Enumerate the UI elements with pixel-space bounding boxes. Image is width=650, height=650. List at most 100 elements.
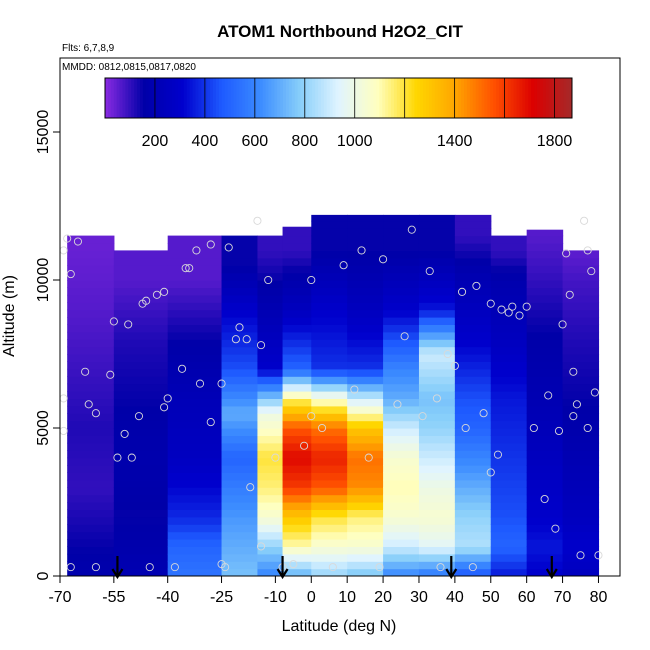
heatmap-cell	[257, 398, 284, 407]
colorbar-swatch	[142, 78, 147, 118]
heatmap-cell	[526, 309, 564, 318]
heatmap-cell	[67, 354, 115, 362]
heatmap-cell	[282, 450, 312, 459]
heatmap-cell	[113, 250, 169, 259]
heatmap-cell	[383, 346, 420, 355]
heatmap-cell	[490, 553, 528, 562]
colorbar-swatch	[361, 78, 366, 118]
heatmap-cell	[383, 457, 420, 466]
sample-point	[177, 364, 187, 373]
heatmap-cell	[282, 539, 312, 547]
heatmap-cell	[347, 524, 384, 533]
heatmap-cell	[221, 487, 259, 496]
heatmap-cell	[67, 391, 115, 399]
heatmap-cell	[383, 228, 420, 237]
colorbar-tick-label: 400	[192, 133, 219, 150]
colorbar-swatch	[391, 78, 395, 118]
heatmap-cell	[167, 502, 223, 510]
heatmap-cell	[383, 302, 420, 311]
heatmap-cell	[490, 287, 528, 296]
colorbar-swatch	[280, 78, 284, 118]
sample-point	[558, 320, 567, 329]
colorbar-swatch	[499, 78, 503, 118]
heatmap-cell	[347, 368, 384, 377]
colorbar-swatch	[212, 78, 217, 118]
heatmap-cell	[221, 524, 259, 533]
colorbar-swatch	[268, 78, 272, 118]
heatmap-cell	[257, 376, 284, 385]
heatmap-cell	[383, 494, 420, 503]
heatmap-cell	[67, 361, 115, 370]
colorbar: 200 400 600 800 1000 1400 1800	[104, 77, 573, 150]
heatmap-cell	[282, 294, 312, 303]
heatmap-cell	[311, 243, 348, 251]
heatmap-cell	[526, 413, 564, 422]
heatmap-cell	[454, 368, 492, 377]
heatmap-cell	[257, 257, 284, 266]
sample-point	[457, 287, 467, 296]
heatmap-cell	[454, 376, 492, 385]
x-tick-label: -10	[264, 589, 287, 606]
heatmap-cell	[67, 272, 115, 281]
dates-annotation: MMDD: 0812,0815,0817,0820	[62, 62, 196, 73]
heatmap-cell	[383, 257, 420, 266]
heatmap-cell	[257, 502, 284, 510]
heatmap-cell	[67, 309, 115, 318]
heatmap-cell	[257, 265, 284, 274]
colorbar-swatch	[192, 78, 196, 118]
x-tick-label: 50	[482, 589, 500, 606]
heatmap-cell	[347, 243, 384, 251]
colorbar-swatch	[166, 78, 170, 118]
heatmap-cell	[167, 442, 223, 451]
heatmap-cell	[454, 442, 492, 451]
heatmap-cell	[490, 561, 528, 570]
colorbar-swatch	[163, 78, 167, 118]
heatmap-cell	[383, 376, 420, 385]
heatmap-cell	[221, 339, 259, 348]
heatmap-cell	[454, 487, 492, 496]
heatmap-cell	[311, 553, 348, 562]
sample-point	[142, 296, 151, 305]
heatmap-cell	[257, 317, 284, 325]
heatmap-cell	[526, 457, 564, 466]
heatmap-cell	[311, 516, 348, 525]
heatmap-cell	[67, 383, 115, 392]
heatmap-cell	[221, 420, 259, 429]
heatmap-cell	[454, 235, 492, 244]
sample-point	[540, 494, 549, 504]
heatmap-cell	[562, 250, 600, 259]
heatmap-cell	[454, 361, 492, 370]
heatmap-cell	[347, 214, 384, 222]
colorbar-swatch	[382, 78, 386, 118]
heatmap-cell	[257, 479, 284, 488]
heatmap-cell	[383, 398, 420, 407]
heatmap-cell	[418, 568, 456, 576]
heatmap-cell	[526, 553, 564, 562]
heatmap-cell	[347, 376, 384, 385]
heatmap-cell	[490, 309, 528, 318]
heatmap-cell	[383, 265, 420, 274]
heatmap-cell	[526, 339, 564, 348]
heatmap-cell	[490, 494, 528, 503]
sample-points-layer	[60, 216, 603, 572]
heatmap-cell	[383, 531, 420, 540]
sample-point	[195, 379, 205, 388]
heatmap-cell	[113, 539, 169, 547]
heatmap-cell	[167, 413, 223, 422]
heatmap-cell	[562, 368, 600, 377]
heatmap-cell	[347, 502, 384, 510]
colorbar-swatch	[160, 78, 164, 118]
heatmap-cell	[282, 257, 312, 266]
heatmap-cell	[67, 546, 115, 555]
heatmap-cell	[418, 302, 456, 311]
heatmap-cell	[383, 568, 420, 576]
heatmap-cell	[282, 354, 312, 362]
heatmap-cell	[311, 391, 348, 399]
heatmap-cell	[454, 420, 492, 429]
sample-point	[436, 563, 445, 572]
x-tick-label: -40	[156, 589, 179, 606]
heatmap-cell	[257, 420, 284, 429]
colorbar-swatch	[271, 78, 275, 118]
y-tick-label: 10000	[35, 258, 52, 303]
